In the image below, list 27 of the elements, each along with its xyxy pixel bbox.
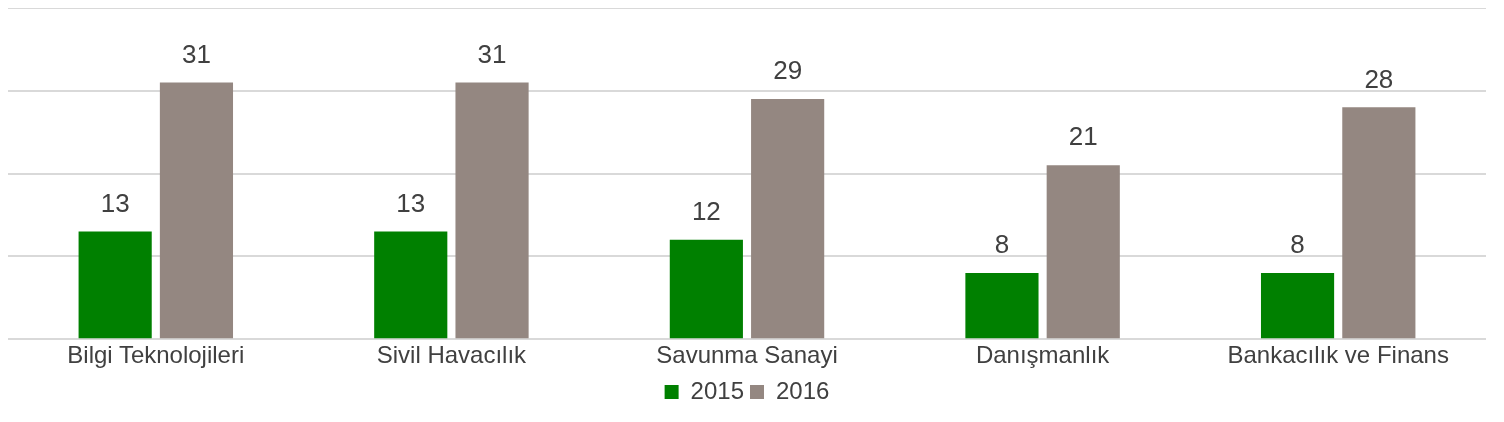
bar [965,272,1039,339]
data-label: 13 [396,187,426,218]
x-tick-label: Bankacılık ve Finans [1227,341,1449,369]
data-label: 13 [100,187,130,218]
data-label: 8 [994,229,1010,260]
data-label: 8 [1290,229,1305,260]
bar [1260,272,1335,339]
x-tick-label: Bilgi Teknolojileri [67,341,245,369]
x-tick-label: Savunma Sanayi [656,341,838,369]
bar [78,231,152,339]
data-label: 31 [477,38,507,69]
x-tick-label: Danışmanlık [975,341,1111,369]
data-label: 29 [773,55,803,86]
bar [751,99,825,339]
legend-label: 2015 [690,376,744,404]
bar [1342,107,1416,339]
data-label: 12 [691,196,721,227]
x-tick-label: Sivil Havacılık [376,341,528,369]
bar [159,82,234,339]
data-label: 21 [1068,121,1098,152]
legend-label: 2016 [776,376,830,404]
bar [669,239,743,339]
bar [455,82,529,339]
bar [1046,165,1120,339]
data-label: 28 [1364,63,1394,94]
data-label: 31 [181,38,211,69]
bar [374,231,448,339]
